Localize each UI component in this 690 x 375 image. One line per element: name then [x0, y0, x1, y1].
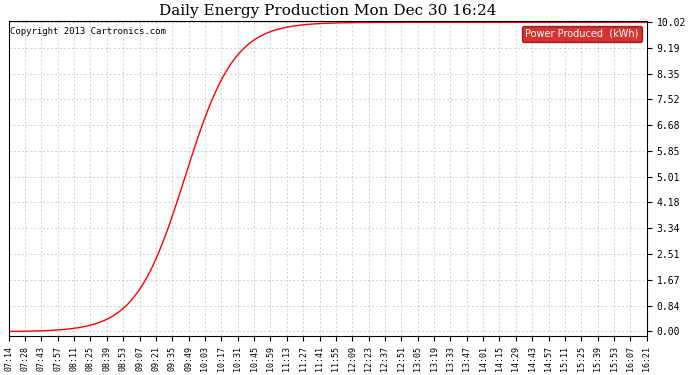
- Legend: Power Produced  (kWh): Power Produced (kWh): [522, 26, 642, 42]
- Text: Copyright 2013 Cartronics.com: Copyright 2013 Cartronics.com: [10, 27, 166, 36]
- Title: Daily Energy Production Mon Dec 30 16:24: Daily Energy Production Mon Dec 30 16:24: [159, 4, 496, 18]
